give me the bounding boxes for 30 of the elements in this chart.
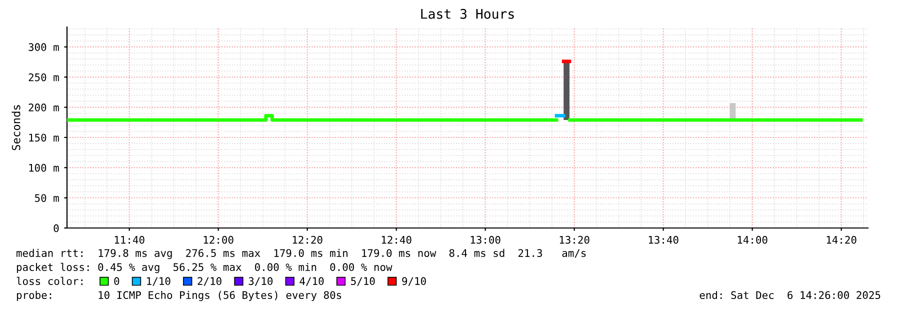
text: end: Sat Dec 6 14:26:00 2025 (700, 290, 880, 300)
legend-label: 5/10 (351, 277, 375, 286)
text: median rtt: 179.8 ms avg 276.5 ms max 179.0 ms min 179.0 ms now 8.4 ms sd 21.3 am/s (16, 248, 586, 260)
y-tick-label: 0 (54, 224, 59, 232)
y-axis-title: Seconds (12, 105, 20, 150)
x-tick-label: 11:40 (114, 236, 144, 244)
chart-title: Last 3 Hours (421, 8, 514, 19)
y-tick-label: 50 m (35, 194, 59, 202)
x-tick-label: 13:20 (560, 236, 590, 244)
y-tick-label: 200 m (28, 104, 59, 112)
legend-label: 1/10 (147, 277, 170, 286)
text: probe: 10 ICMP Echo Pings (56 Bytes) every 80s (16, 290, 342, 302)
x-tick-label: 13:00 (470, 236, 500, 244)
legend-label: 9/10 (402, 277, 426, 286)
x-tick-label: 12:20 (292, 236, 322, 244)
x-tick-label: 12:40 (382, 236, 412, 244)
legend-title: loss color: (16, 276, 82, 286)
legend-label: 3/10 (248, 277, 273, 286)
legend-label: 0 (114, 277, 120, 286)
legend-label: 4/10 (300, 277, 324, 286)
y-tick-label: 150 m (29, 134, 59, 142)
x-tick-label: 14:20 (826, 236, 856, 244)
x-tick-label: 13:40 (648, 236, 678, 244)
y-tick-label: 250 m (28, 73, 59, 82)
text: packet loss: 0.45 % avg 56.25 % max 0.00 % min 0.00 % now (16, 262, 392, 274)
x-tick-label: 12:00 (204, 236, 234, 244)
y-tick-label: 100 m (29, 164, 59, 172)
legend-label: 2/10 (198, 277, 222, 286)
y-tick-label: 300 m (28, 43, 59, 52)
x-tick-label: 14:00 (738, 236, 768, 244)
